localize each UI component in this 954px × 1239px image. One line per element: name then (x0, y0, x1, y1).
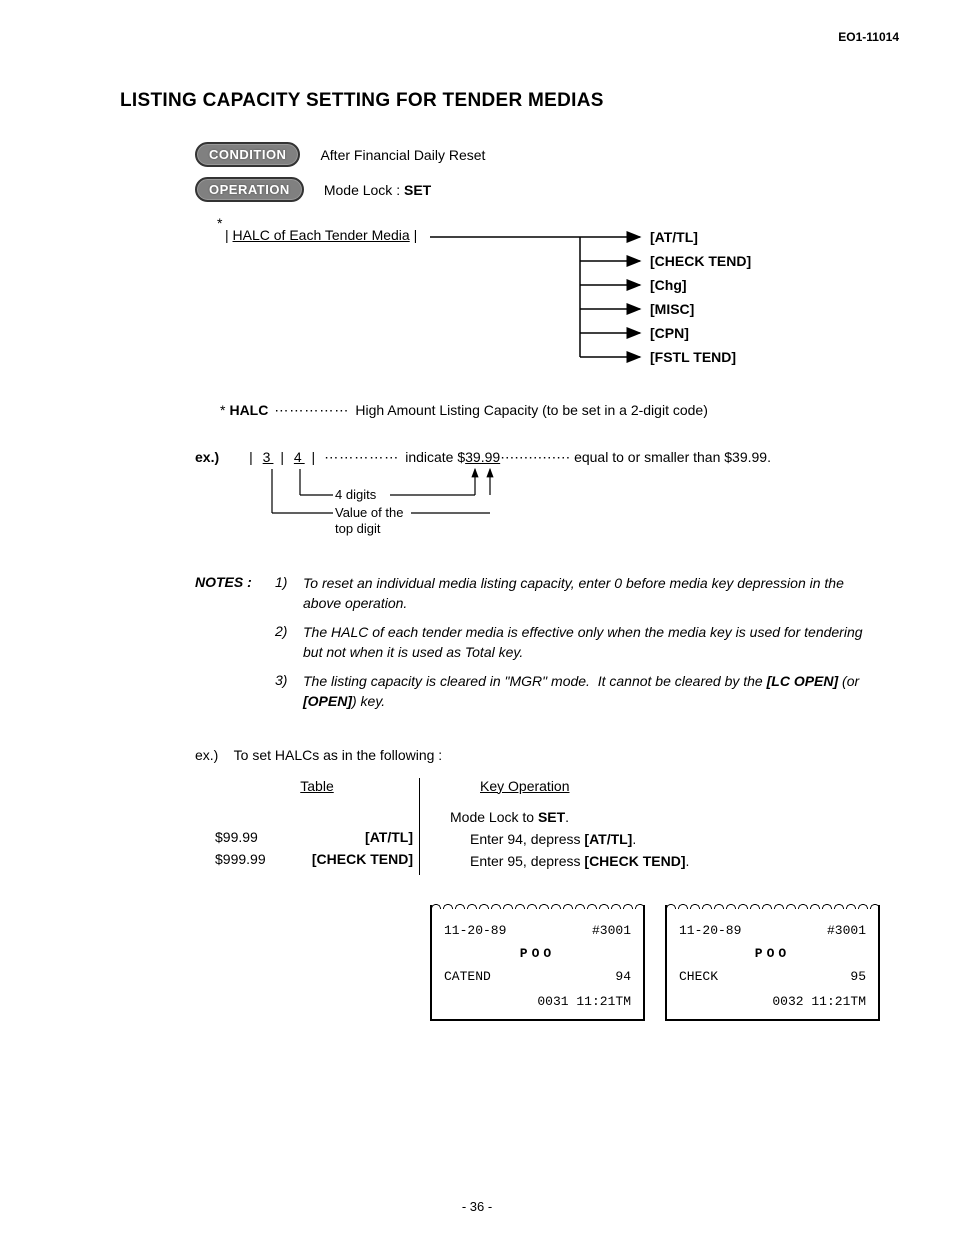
target-key: [Chg] (650, 273, 751, 297)
ex1-annotation-svg (195, 449, 895, 559)
example1-block: ex.) | 3 | 4 | ⋯⋯⋯⋯⋯ indicate $39.99 ⋯⋯⋯… (195, 449, 904, 559)
halc-box-delim: | (410, 227, 418, 243)
target-key: [FSTL TEND] (650, 345, 751, 369)
operation-badge: OPERATION (195, 177, 304, 202)
dotted-leader: ⋯⋯⋯⋯⋯ (274, 402, 349, 419)
target-keys-list: [AT/TL][CHECK TEND][Chg][MISC][CPN][FSTL… (650, 225, 751, 369)
halc-box-delim: | (225, 227, 233, 243)
page-number: - 36 - (0, 1199, 954, 1214)
ex2-ops-header: Key Operation (480, 778, 689, 794)
receipt: 11-20-89#3001POOCATEND940031 11:21TM (430, 905, 645, 1021)
target-key: [AT/TL] (650, 225, 751, 249)
op-row: Enter 95, depress [CHECK TEND]. (470, 853, 689, 869)
target-key: [CHECK TEND] (650, 249, 751, 273)
halc-definition: * HALC ⋯⋯⋯⋯⋯ High Amount Listing Capacit… (220, 402, 904, 419)
halc-def-text: High Amount Listing Capacity (to be set … (355, 402, 708, 419)
doc-id: EO1-11014 (838, 30, 899, 44)
receipts-row: 11-20-89#3001POOCATEND940031 11:21TM11-2… (430, 905, 904, 1021)
receipt: 11-20-89#3001POOCHECK950032 11:21TM (665, 905, 880, 1021)
table-row: $99.99[AT/TL] (215, 829, 419, 845)
notes-list: 1)To reset an individual media listing c… (275, 574, 873, 722)
ex2-mode-lock: Mode Lock to SET. (450, 809, 689, 825)
ex2-table-col: Table $99.99[AT/TL] $999.99[CHECK TEND] (215, 778, 420, 875)
note-item: 3)The listing capacity is cleared in "MG… (275, 672, 873, 711)
ex2-table-header: Table (215, 778, 419, 794)
ex1-anno-4digits: 4 digits (335, 487, 376, 502)
condition-text: After Financial Daily Reset (320, 147, 485, 163)
target-key: [CPN] (650, 321, 751, 345)
ex1-anno-value2: top digit (335, 521, 381, 536)
ex2-mode-lock-text: Mode Lock to (450, 809, 538, 825)
ex2-ops-col: Key Operation Mode Lock to SET. Enter 94… (420, 778, 689, 875)
example2-block: ex.) To set HALCs as in the following : … (195, 747, 904, 875)
operation-text: Mode Lock : SET (324, 182, 431, 198)
halc-label: HALC (229, 402, 268, 419)
notes-label: NOTES : (195, 574, 275, 722)
halc-box-label: HALC of Each Tender Media (233, 227, 410, 243)
asterisk-icon: * (217, 215, 222, 231)
ex2-intro: ex.) To set HALCs as in the following : (195, 747, 904, 763)
halc-source-box: * | HALC of Each Tender Media | (225, 227, 417, 243)
ex1-anno-value: Value of the (335, 505, 403, 520)
target-key: [MISC] (650, 297, 751, 321)
operation-prefix: Mode Lock : (324, 182, 404, 198)
note-item: 1)To reset an individual media listing c… (275, 574, 873, 613)
page-title: LISTING CAPACITY SETTING FOR TENDER MEDI… (120, 90, 904, 112)
asterisk-icon: * (220, 402, 225, 419)
ex2-mode-lock-bold: SET (538, 809, 565, 825)
note-item: 2)The HALC of each tender media is effec… (275, 623, 873, 662)
table-row: $999.99[CHECK TEND] (215, 851, 419, 867)
op-row: Enter 94, depress [AT/TL]. (470, 831, 689, 847)
arrow-tree-svg (430, 231, 650, 371)
flow-diagram: * | HALC of Each Tender Media | [AT/TL][… (195, 217, 904, 397)
operation-bold: SET (404, 182, 431, 198)
condition-badge: CONDITION (195, 142, 300, 167)
notes-section: NOTES : 1)To reset an individual media l… (195, 574, 904, 722)
